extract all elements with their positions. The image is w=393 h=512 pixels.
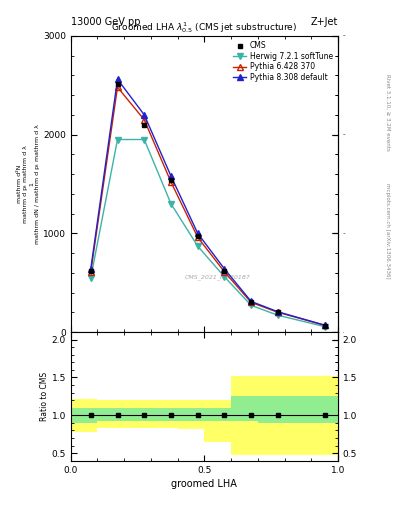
Y-axis label: Ratio to CMS: Ratio to CMS [40,372,49,421]
CMS [322,323,327,329]
CMS [169,177,173,183]
Pythia 6.428 370 [249,300,253,306]
Herwig 7.2.1 softTune [115,136,120,142]
X-axis label: groomed LHA: groomed LHA [171,479,237,489]
CMS [142,122,147,128]
Pythia 8.308 default [195,230,200,237]
Pythia 8.308 default [322,322,327,328]
Text: 13000 GeV pp: 13000 GeV pp [71,17,140,27]
Text: Z+Jet: Z+Jet [310,17,338,27]
Pythia 8.308 default [249,298,253,305]
Pythia 6.428 370 [195,234,200,240]
Pythia 8.308 default [142,112,147,118]
Herwig 7.2.1 softTune [195,243,200,249]
Line: CMS: CMS [88,82,327,328]
CMS [275,309,280,315]
Pythia 6.428 370 [115,84,120,90]
Pythia 6.428 370 [275,309,280,315]
Line: Herwig 7.2.1 softTune: Herwig 7.2.1 softTune [88,137,327,329]
Herwig 7.2.1 softTune [222,274,227,280]
CMS [249,300,253,306]
Herwig 7.2.1 softTune [142,136,147,142]
Herwig 7.2.1 softTune [169,201,173,207]
Pythia 6.428 370 [169,179,173,185]
CMS [222,268,227,274]
Pythia 8.308 default [169,173,173,179]
Text: mcplots.cern.ch [arXiv:1306.3436]: mcplots.cern.ch [arXiv:1306.3436] [385,183,390,278]
Pythia 6.428 370 [88,269,93,275]
Herwig 7.2.1 softTune [275,312,280,318]
Herwig 7.2.1 softTune [88,274,93,281]
Legend: CMS, Herwig 7.2.1 softTune, Pythia 6.428 370, Pythia 8.308 default: CMS, Herwig 7.2.1 softTune, Pythia 6.428… [231,39,334,83]
Pythia 6.428 370 [322,322,327,328]
Text: CMS_2021_I1920187: CMS_2021_I1920187 [185,275,251,281]
Y-axis label: mathrm d²N
mathrm d pₜ mathrm d λ
1
mathrm dN / mathrm d pₜ mathrm d λ: mathrm d²N mathrm d pₜ mathrm d λ 1 math… [17,124,40,244]
Pythia 8.308 default [115,76,120,82]
Line: Pythia 6.428 370: Pythia 6.428 370 [88,84,327,328]
CMS [115,81,120,87]
Pythia 8.308 default [222,266,227,272]
Title: Groomed LHA $\lambda^{1}_{0.5}$ (CMS jet substructure): Groomed LHA $\lambda^{1}_{0.5}$ (CMS jet… [111,20,298,35]
Pythia 6.428 370 [142,117,147,123]
Pythia 6.428 370 [222,269,227,275]
Line: Pythia 8.308 default: Pythia 8.308 default [88,76,327,328]
CMS [88,268,93,274]
Herwig 7.2.1 softTune [249,302,253,308]
Text: Rivet 3.1.10, ≥ 3.2M events: Rivet 3.1.10, ≥ 3.2M events [385,74,390,151]
Pythia 8.308 default [88,266,93,272]
Herwig 7.2.1 softTune [322,324,327,330]
CMS [195,233,200,239]
Pythia 8.308 default [275,309,280,315]
